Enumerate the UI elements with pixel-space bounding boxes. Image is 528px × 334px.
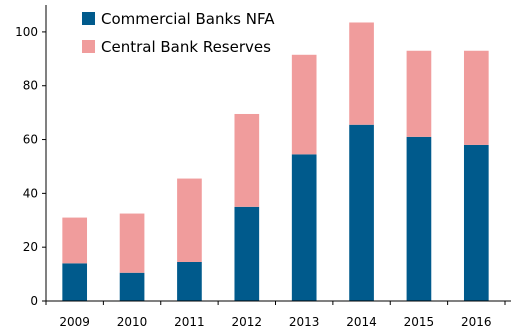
- y-tick-label-40: 40: [23, 186, 38, 200]
- x-tick-label-2010: 2010: [117, 315, 148, 329]
- bar-commercial-banks-nfa-2009: [62, 263, 88, 301]
- bar-central-bank-reserves-2011: [177, 178, 202, 262]
- y-tick-label-0: 0: [30, 294, 38, 308]
- legend-label-central-bank-reserves: Central Bank Reserves: [101, 38, 271, 56]
- bar-commercial-banks-nfa-2012: [234, 206, 260, 301]
- bar-central-bank-reserves-2016: [463, 50, 489, 145]
- x-tick-label-2016: 2016: [461, 315, 492, 329]
- bar-central-bank-reserves-2013: [291, 54, 317, 155]
- bar-central-bank-reserves-2014: [349, 22, 374, 125]
- bar-commercial-banks-nfa-2010: [119, 272, 145, 301]
- x-tick-label-2014: 2014: [346, 315, 377, 329]
- bar-commercial-banks-nfa-2014: [349, 124, 374, 301]
- x-tick-label-2012: 2012: [232, 315, 263, 329]
- x-tick-label-2013: 2013: [289, 315, 320, 329]
- bars: [62, 22, 489, 301]
- bar-central-bank-reserves-2015: [406, 50, 432, 137]
- bar-commercial-banks-nfa-2011: [177, 261, 202, 301]
- y-tick-label-100: 100: [15, 25, 38, 39]
- x-tick-label-2009: 2009: [59, 315, 90, 329]
- legend-label-commercial-banks-nfa: Commercial Banks NFA: [101, 10, 275, 28]
- axes: 0 20 40 60 80 100 2009 2010 2011 2012 2013 2014 2015…: [15, 5, 511, 329]
- y-tick-label-80: 80: [23, 79, 38, 93]
- legend-swatch-central-bank-reserves: [82, 40, 95, 53]
- x-tick-label-2011: 2011: [174, 315, 205, 329]
- y-tick-label-60: 60: [23, 133, 38, 147]
- x-tick-label-2015: 2015: [404, 315, 435, 329]
- y-tick-label-20: 20: [23, 240, 38, 254]
- bar-commercial-banks-nfa-2016: [463, 144, 489, 301]
- legend-swatch-commercial-banks-nfa: [82, 12, 95, 25]
- bar-central-bank-reserves-2010: [119, 213, 145, 273]
- bar-central-bank-reserves-2012: [234, 113, 260, 207]
- legend: Commercial Banks NFA Central Bank Reserve…: [82, 10, 275, 56]
- bar-central-bank-reserves-2009: [62, 217, 88, 264]
- bar-commercial-banks-nfa-2015: [406, 136, 432, 301]
- bar-commercial-banks-nfa-2013: [291, 154, 317, 301]
